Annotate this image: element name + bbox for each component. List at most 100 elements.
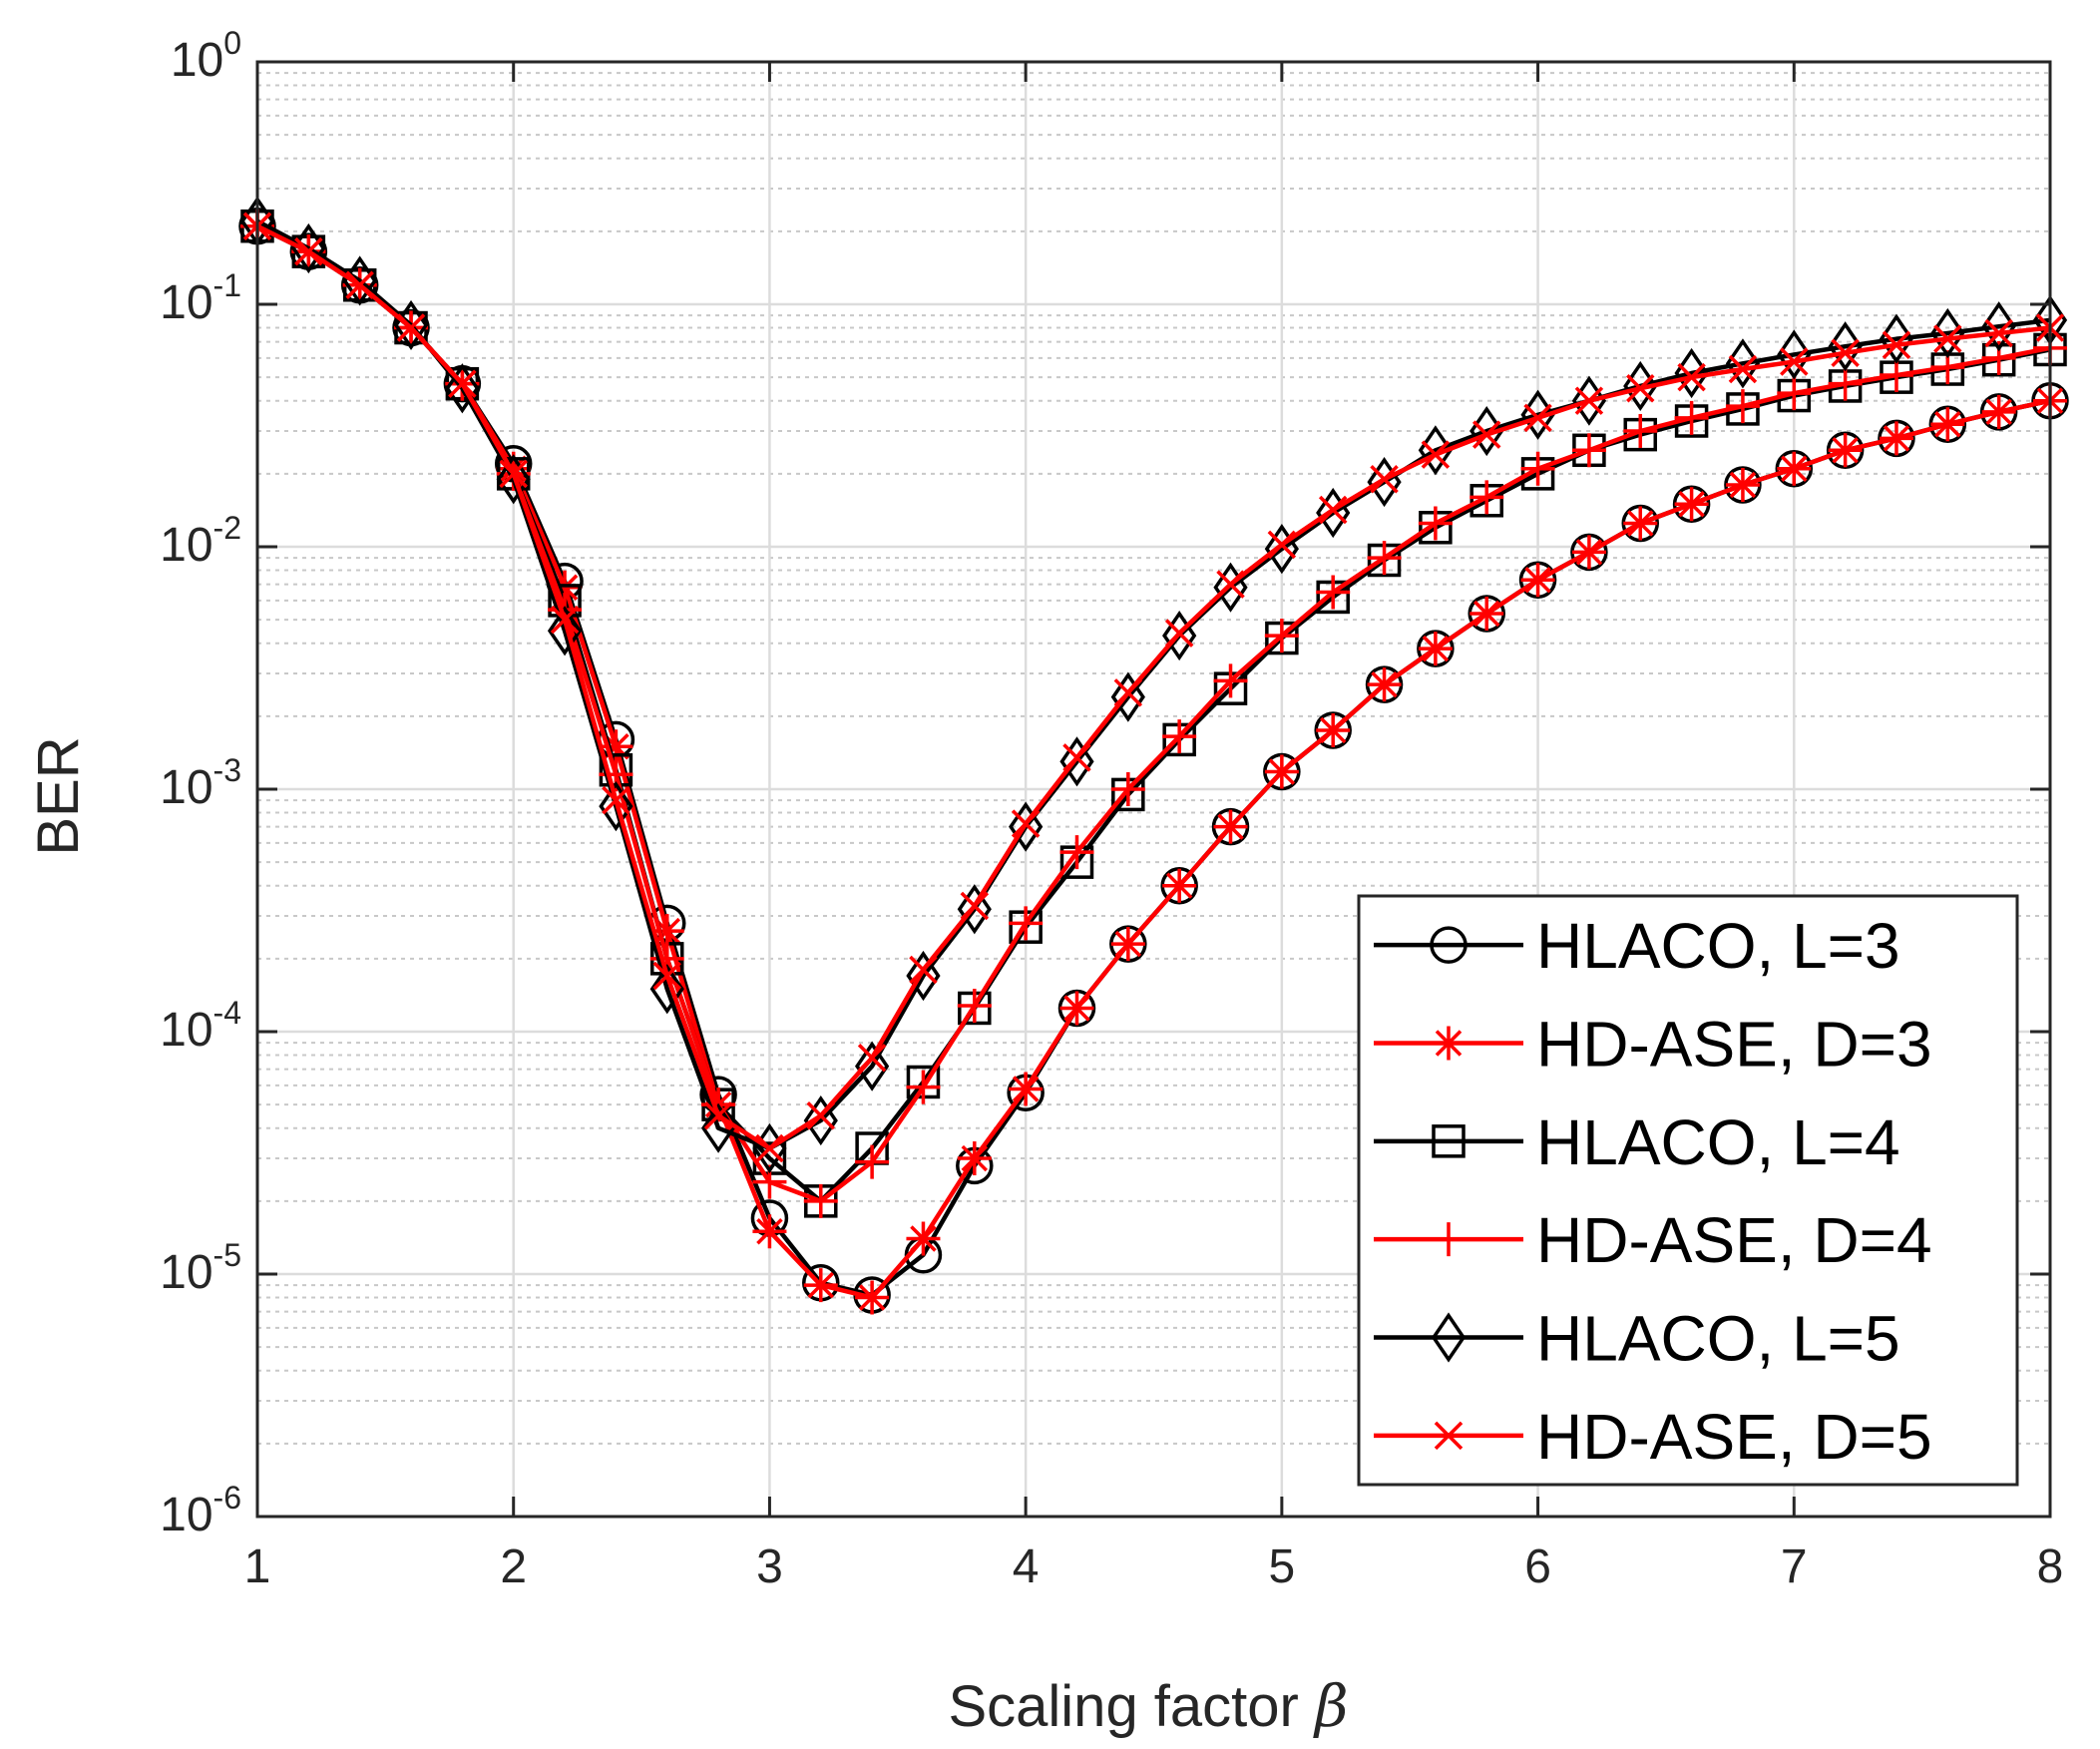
data-point xyxy=(803,1268,838,1303)
data-point xyxy=(1882,330,1911,359)
data-point xyxy=(1571,433,1606,468)
y-tick-label: 10-4 xyxy=(160,995,241,1057)
data-point xyxy=(652,961,681,991)
series-line xyxy=(256,223,2051,1300)
data-point xyxy=(1059,835,1094,870)
data-point xyxy=(703,1101,733,1130)
data-point xyxy=(957,1141,992,1176)
data-point xyxy=(1264,619,1299,654)
x-tick-label: 1 xyxy=(244,1540,271,1593)
data-point xyxy=(1674,487,1709,522)
data-point xyxy=(345,270,374,299)
data-point xyxy=(1674,400,1709,435)
legend-marker xyxy=(1434,1421,1464,1451)
legend-marker xyxy=(1431,1312,1467,1363)
x-tick-label: 6 xyxy=(1524,1540,1551,1593)
legend-label: HLACO, L=4 xyxy=(1536,1106,1900,1178)
data-point xyxy=(854,1041,890,1092)
beta-symbol: β xyxy=(1313,1672,1349,1740)
data-point xyxy=(1418,632,1453,666)
data-point xyxy=(1571,535,1606,570)
data-point xyxy=(1213,663,1248,698)
series-layer xyxy=(238,196,2069,1315)
legend-item: HLACO, L=3 xyxy=(1374,910,1900,982)
legend-item: HD-ASE, D=4 xyxy=(1374,1204,1932,1276)
y-axis-label: BER xyxy=(26,736,91,855)
data-point xyxy=(803,1094,838,1146)
y-tick-label: 10-1 xyxy=(160,267,241,329)
data-point xyxy=(752,1214,787,1249)
data-point xyxy=(1318,495,1348,525)
data-point xyxy=(1264,524,1299,575)
legend-marker xyxy=(1430,926,1468,964)
data-point xyxy=(1471,420,1501,449)
data-point xyxy=(445,363,480,414)
data-point xyxy=(1113,678,1143,707)
data-point xyxy=(496,454,531,505)
legend-marker xyxy=(1432,1222,1466,1257)
data-point xyxy=(1981,394,2016,429)
data-point xyxy=(1828,433,1863,468)
data-point xyxy=(547,606,583,656)
data-point xyxy=(1213,562,1248,613)
data-point xyxy=(649,964,684,1015)
data-point xyxy=(1930,307,1965,359)
series-5 xyxy=(242,212,2065,1163)
data-point xyxy=(855,1280,890,1315)
data-point xyxy=(1164,619,1194,648)
data-point xyxy=(1110,927,1145,962)
y-tick-labels: 10-6 10-5 10-4 10-3 10-2 10-1 100 xyxy=(160,25,241,1541)
legend-label: HLACO, L=5 xyxy=(1536,1303,1900,1375)
data-point xyxy=(1011,809,1041,838)
data-point xyxy=(396,313,426,342)
data-point xyxy=(1984,318,2013,348)
legend-item: HD-ASE, D=5 xyxy=(1374,1401,1932,1473)
x-tick-labels: 1 2 3 4 5 6 7 8 xyxy=(244,1540,2064,1593)
data-point xyxy=(1470,480,1504,515)
data-point xyxy=(1623,506,1658,541)
series-line xyxy=(256,223,2051,1204)
x-tick-label: 2 xyxy=(500,1540,527,1593)
data-point xyxy=(755,1133,784,1163)
data-point xyxy=(1523,403,1552,433)
data-point xyxy=(1981,301,2016,352)
data-point xyxy=(1367,541,1402,576)
x-tick-label: 3 xyxy=(756,1540,783,1593)
data-point xyxy=(906,950,941,1002)
data-point xyxy=(960,891,990,921)
data-point xyxy=(1367,667,1402,702)
data-point xyxy=(499,459,528,489)
data-point xyxy=(1879,421,1913,456)
data-point xyxy=(906,1070,941,1104)
legend-label: HLACO, L=3 xyxy=(1536,910,1900,982)
data-point xyxy=(1059,736,1094,787)
y-tick-label: 10-3 xyxy=(160,752,241,814)
legend-item: HD-ASE, D=3 xyxy=(1374,1009,1932,1081)
data-point xyxy=(1418,506,1453,541)
legend-label: HD-ASE, D=3 xyxy=(1536,1009,1932,1081)
x-axis-label: Scaling factor β xyxy=(948,1672,1348,1740)
x-tick-label: 5 xyxy=(1269,1540,1296,1593)
y-tick-label: 10-6 xyxy=(160,1480,241,1541)
data-point xyxy=(1879,313,1914,364)
y-tick-label: 10-5 xyxy=(160,1237,241,1299)
data-point xyxy=(1571,375,1607,426)
y-tick-label: 10-2 xyxy=(160,510,241,572)
data-point xyxy=(1009,906,1044,941)
data-point xyxy=(906,1221,941,1256)
legend-marker xyxy=(1432,1124,1466,1158)
data-point xyxy=(1623,414,1658,449)
data-point xyxy=(1059,991,1094,1026)
legend-label: HD-ASE, D=4 xyxy=(1536,1204,1932,1276)
legend-item: HLACO, L=4 xyxy=(1374,1106,1900,1178)
data-point xyxy=(649,914,684,949)
data-point xyxy=(1725,389,1760,424)
data-point xyxy=(294,236,323,266)
data-point xyxy=(1267,530,1297,560)
data-point xyxy=(550,605,580,635)
x-tick-label: 7 xyxy=(1781,1540,1808,1593)
data-point xyxy=(957,884,992,935)
data-point xyxy=(599,781,633,832)
data-point xyxy=(1777,376,1812,411)
